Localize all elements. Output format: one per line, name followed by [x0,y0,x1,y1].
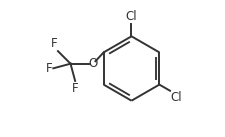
Text: Cl: Cl [170,92,182,104]
Text: F: F [46,62,52,75]
Text: O: O [88,57,97,70]
Text: Cl: Cl [125,10,137,23]
Text: F: F [72,82,78,95]
Text: F: F [50,37,57,50]
